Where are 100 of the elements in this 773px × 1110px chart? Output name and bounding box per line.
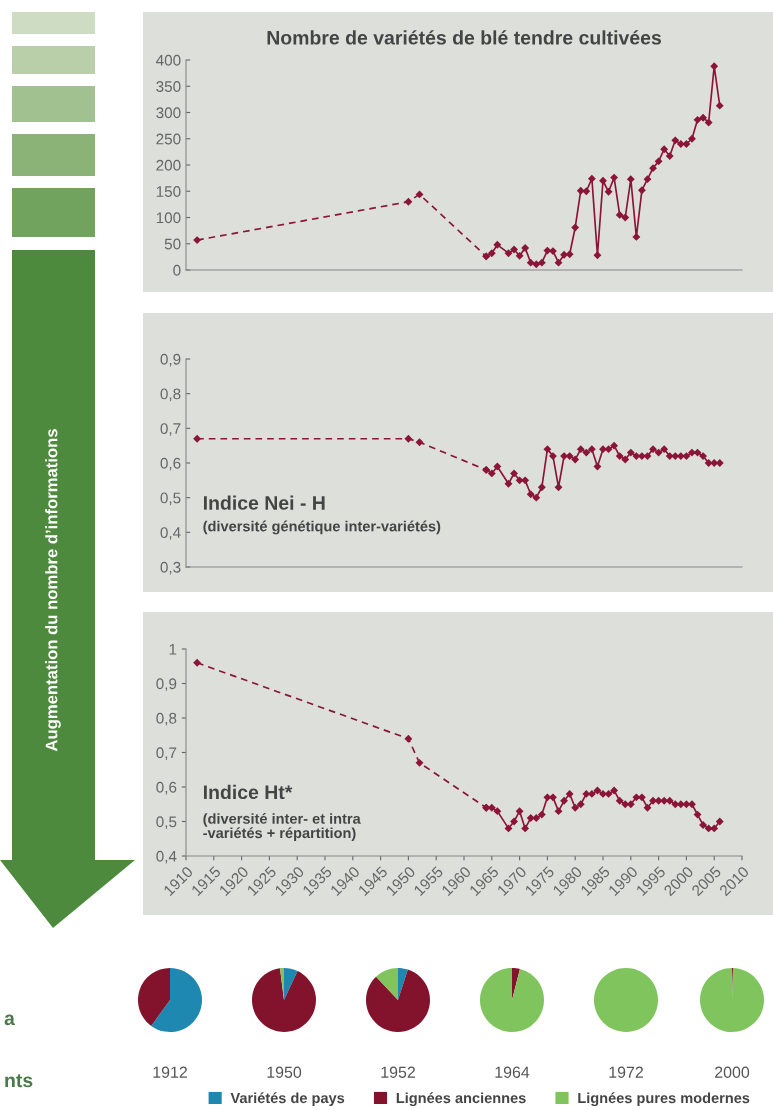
point [549,247,557,256]
point [582,448,591,457]
y-tick-label: 0,9 [156,678,177,691]
point [704,118,713,127]
y-tick-label: 0,7 [160,423,181,436]
pie-slice [284,968,298,1000]
y-tick-label: 0,9 [160,353,181,367]
text: (diversité génétique inter-variétés) [203,520,441,535]
point [715,817,724,826]
point [599,176,607,185]
point [593,251,602,260]
point [593,786,602,795]
point [676,140,685,148]
legend-label: Lignées pures modernes [578,1092,750,1107]
pie-slice [480,968,544,1032]
point [710,62,719,71]
y-tick-label: 0,4 [160,527,181,540]
point [532,814,541,822]
text: 1912 [153,1066,187,1078]
text: a [4,1014,15,1026]
point [487,249,496,258]
text: 1952 [381,1066,415,1078]
text: Indice Nei - H [203,495,325,510]
point [515,807,524,816]
point [665,152,674,160]
point [521,476,530,485]
pie-slice [366,969,430,1032]
point [637,186,646,195]
text: 1972 [609,1066,643,1078]
point [593,462,602,471]
point [682,140,691,148]
point [532,260,541,269]
point [621,213,630,222]
point [599,789,607,798]
point [504,249,513,258]
y-tick-label: 0,5 [156,816,177,829]
point [510,817,518,826]
y-tick-label: 0,4 [156,850,177,864]
point [576,445,585,454]
point [660,445,669,454]
point [415,758,424,767]
point [699,821,708,829]
y-tick-label: 0,8 [160,388,181,402]
point [504,824,513,833]
point [193,658,202,667]
y-tick-label: 150 [156,186,181,197]
point [604,789,613,798]
point [515,251,524,260]
point [193,236,202,244]
legend-label: Lignées anciennes [396,1092,526,1107]
point [554,807,563,816]
point [193,434,202,443]
point [626,448,635,457]
pie-slice [512,968,520,1000]
text: (diversité inter- et intra -variétés + répartition) [203,813,361,842]
point [615,452,624,460]
point [549,452,557,460]
point [688,448,696,457]
point [699,113,708,122]
point [610,173,619,182]
point [565,250,574,259]
point [665,796,674,805]
point [710,824,719,833]
point [554,258,563,267]
point [537,258,546,267]
point [415,438,424,447]
pie-slice [138,968,170,1026]
point [571,803,580,812]
point [587,445,596,454]
y-tick-label: 0,5 [160,492,181,506]
point [526,814,535,822]
point [643,452,652,460]
point [654,157,663,166]
y-tick-label: 100 [156,212,181,224]
pie-slice [151,968,202,1032]
point [404,734,413,743]
pie-slice [700,968,764,1032]
y-tick-label: 400 [156,54,181,66]
point [537,810,546,819]
y-tick-label: 0,6 [160,457,181,471]
point [693,448,702,457]
point [526,490,535,499]
point [510,245,518,254]
text: 1964 [495,1066,530,1078]
point [693,115,702,124]
point [660,145,669,154]
point [715,101,724,110]
point [649,796,657,805]
point [704,459,713,467]
point [415,190,424,199]
pie-slice [252,968,316,1032]
y-tick-label: 350 [156,81,181,92]
point [604,445,613,454]
point [621,455,630,464]
y-tick-label: 200 [156,159,181,171]
y-tick-label: 300 [156,107,181,119]
chart-title: Nombre de variétés de blé tendre cultivées [267,30,661,45]
point [526,258,535,267]
point [610,441,619,450]
point [604,187,613,196]
